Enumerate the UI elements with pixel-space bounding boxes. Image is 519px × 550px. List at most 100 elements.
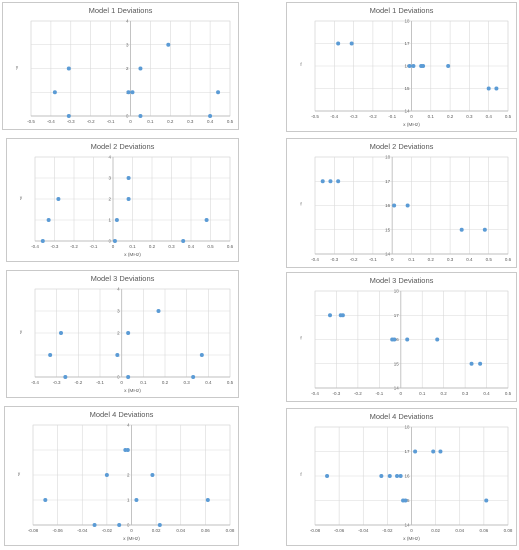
data-point	[484, 498, 489, 503]
x-axis-label: x (MHz)	[403, 536, 420, 542]
x-tick-label: -0.3	[350, 114, 358, 119]
y-tick-label: 2	[117, 331, 120, 336]
x-tick-label: 0	[391, 257, 394, 262]
data-point	[126, 90, 131, 95]
x-tick-label: 0.3	[447, 257, 454, 262]
x-tick-label: -0.4	[31, 380, 39, 385]
data-point	[204, 218, 209, 222]
x-axis-label: x (MHz)	[124, 252, 141, 258]
chart-svg-3: -0.4-0.3-0.2-0.100.10.20.30.40.50.601234…	[20, 155, 234, 258]
x-tick-label: -0.3	[51, 244, 59, 249]
x-tick-label: 0.06	[201, 528, 210, 533]
x-tick-label: 0	[129, 119, 132, 124]
data-point	[340, 313, 345, 318]
data-point	[328, 313, 333, 318]
x-tick-label: -0.2	[354, 391, 362, 396]
y-tick-label: 16	[404, 64, 410, 69]
data-point	[405, 203, 410, 208]
x-tick-label: 0.04	[176, 528, 185, 533]
x-tick-label: -0.4	[31, 244, 39, 249]
chart-svg-1: -0.5-0.4-0.3-0.2-0.100.10.20.30.40.50123…	[16, 19, 234, 124]
x-axis-label: x (MHz)	[124, 388, 141, 394]
x-tick-label: 0.1	[140, 380, 147, 385]
y-tick-label: 17	[394, 313, 400, 318]
chart-panel-2: Model 1 Deviations -0.5 -0.4 -0.3 -0.2 -0.1 0…	[286, 2, 517, 132]
x-tick-label: -0.1	[96, 380, 104, 385]
x-tick-label: 0	[410, 528, 413, 533]
data-point	[104, 473, 109, 477]
y-tick-label: 3	[117, 309, 120, 314]
data-point	[392, 203, 397, 208]
y-tick-label: 16	[385, 203, 391, 208]
x-tick-label: -0.02	[102, 528, 113, 533]
x-tick-label: -0.1	[388, 114, 396, 119]
x-tick-label: -0.5	[27, 119, 35, 124]
data-point	[112, 239, 117, 243]
chart-svg-6: -0.4-0.3-0.2-0.100.10.20.30.40.514151617…	[300, 289, 512, 396]
x-tick-label: -0.08	[310, 528, 321, 533]
x-tick-label: 0.4	[483, 391, 490, 396]
y-axis-label: y	[16, 65, 19, 70]
x-tick-label: 0.2	[441, 391, 448, 396]
y-tick-label: 1	[127, 498, 130, 503]
x-tick-label: -0.2	[350, 257, 358, 262]
data-point	[403, 498, 408, 503]
data-point	[191, 375, 196, 379]
y-axis-label: f	[300, 62, 302, 67]
data-point	[59, 331, 63, 335]
data-point	[405, 337, 410, 342]
data-point	[398, 474, 403, 478]
x-tick-label: -0.5	[311, 114, 319, 119]
data-point	[199, 353, 204, 357]
x-tick-label: -0.04	[358, 528, 369, 533]
data-point	[328, 179, 333, 184]
data-point	[134, 498, 139, 502]
x-tick-label: 0.1	[428, 114, 435, 119]
chart-title: Model 1 Deviations	[369, 6, 434, 15]
y-tick-label: 15	[394, 361, 400, 366]
chart-title: Model 3 Deviations	[90, 274, 155, 283]
x-tick-label: -0.2	[369, 114, 377, 119]
x-tick-label: 0.5	[505, 391, 512, 396]
data-point	[478, 361, 483, 366]
y-tick-label: 2	[108, 197, 111, 202]
chart-title: Model 2 Deviations	[369, 142, 434, 151]
chart-title: Model 4 Deviations	[89, 410, 154, 419]
chart-panel-7: Model 4 Deviations -0.08 -0.06 -0.04 -0.02 0…	[4, 406, 239, 546]
x-tick-label: 0.3	[184, 380, 191, 385]
x-tick-label: 0.5	[207, 244, 214, 249]
chart-panel-3: Model 2 Deviations -0.4 -0.3 -0.2 -0.1 0 0.1 0…	[6, 138, 239, 262]
x-tick-label: -0.02	[382, 528, 393, 533]
data-point	[395, 474, 400, 478]
x-tick-label: 0.08	[226, 528, 235, 533]
x-tick-label: 0	[410, 114, 413, 119]
data-point	[181, 239, 186, 243]
data-point	[126, 176, 131, 180]
chart-svg-2: -0.5 -0.4 -0.3 -0.2 -0.1 0 0.1 0.2 0.3 0.4 0.51415…	[300, 19, 511, 128]
data-point	[52, 90, 57, 95]
data-point	[336, 179, 341, 184]
x-tick-label: 0.2	[428, 257, 435, 262]
data-point	[43, 498, 48, 502]
data-point	[166, 42, 171, 47]
x-tick-label: -0.2	[70, 244, 78, 249]
x-tick-label: 0.2	[167, 119, 174, 124]
chart-panel-4: Model 2 Deviations -0.4 -0.3 -0.2 -0.1 0 0.1 0…	[286, 138, 517, 268]
data-point	[205, 498, 210, 502]
x-tick-label: -0.2	[87, 119, 95, 124]
data-point	[349, 41, 354, 46]
y-tick-label: 15	[404, 86, 410, 91]
x-tick-label: -0.1	[107, 119, 115, 124]
data-point	[156, 309, 161, 313]
data-point	[469, 361, 474, 366]
data-point	[325, 474, 330, 478]
data-point	[114, 218, 119, 222]
data-point	[157, 523, 162, 527]
chart-title: Model 2 Deviations	[90, 142, 155, 151]
x-axis-label: x (MHz)	[403, 122, 420, 128]
x-tick-label: 0.08	[504, 528, 513, 533]
y-axis-label: f	[300, 202, 302, 207]
y-tick-label: 17	[385, 179, 391, 184]
data-point	[48, 353, 53, 357]
data-point	[379, 474, 384, 478]
